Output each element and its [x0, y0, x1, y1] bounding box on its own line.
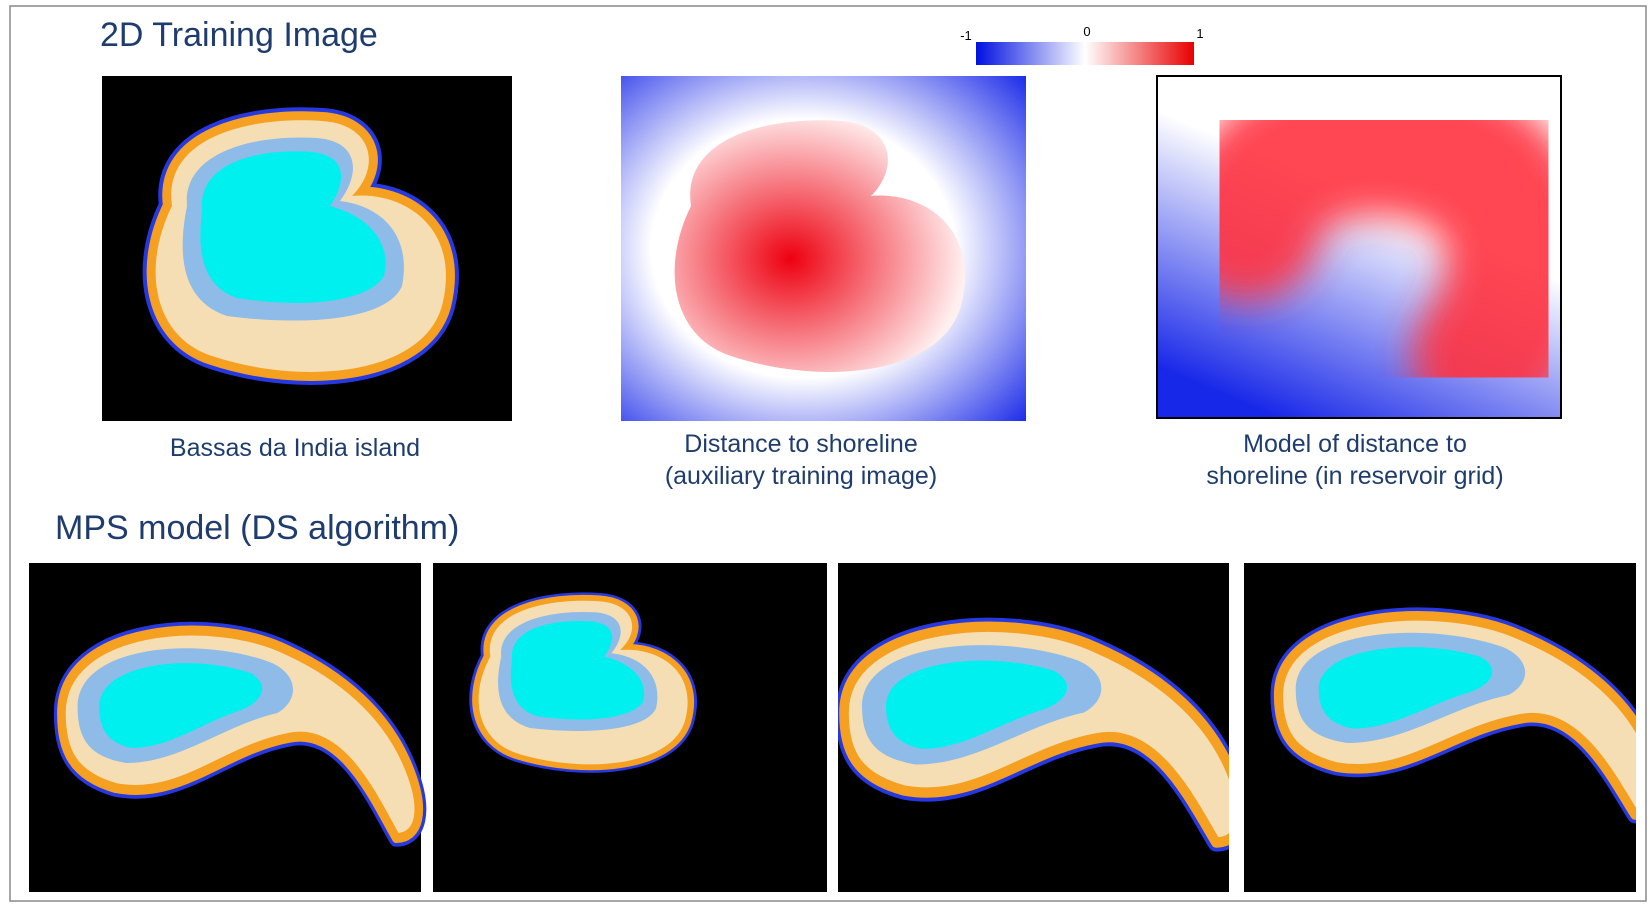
mps-realization	[29, 563, 421, 892]
colorbar-tick: 1	[1196, 26, 1203, 41]
caption: Bassas da India island	[170, 434, 420, 462]
mps-realization	[1244, 563, 1636, 892]
title: 2D Training Image	[100, 16, 378, 54]
section-title: MPS model (DS algorithm)	[55, 509, 459, 547]
caption: Distance to shoreline	[684, 430, 917, 458]
training-image	[102, 76, 512, 421]
caption: Model of distance to	[1243, 430, 1467, 458]
mps-realization	[838, 563, 1229, 892]
frame	[9, 5, 1647, 902]
distance-image	[621, 76, 1026, 421]
model-image	[1156, 75, 1562, 419]
colorbar-tick: -1	[960, 28, 972, 43]
caption: (auxiliary training image)	[665, 462, 937, 490]
colorbar-tick: 0	[1083, 24, 1090, 39]
mps-realization	[433, 563, 827, 892]
caption: shoreline (in reservoir grid)	[1206, 462, 1503, 490]
colorbar	[976, 42, 1194, 65]
